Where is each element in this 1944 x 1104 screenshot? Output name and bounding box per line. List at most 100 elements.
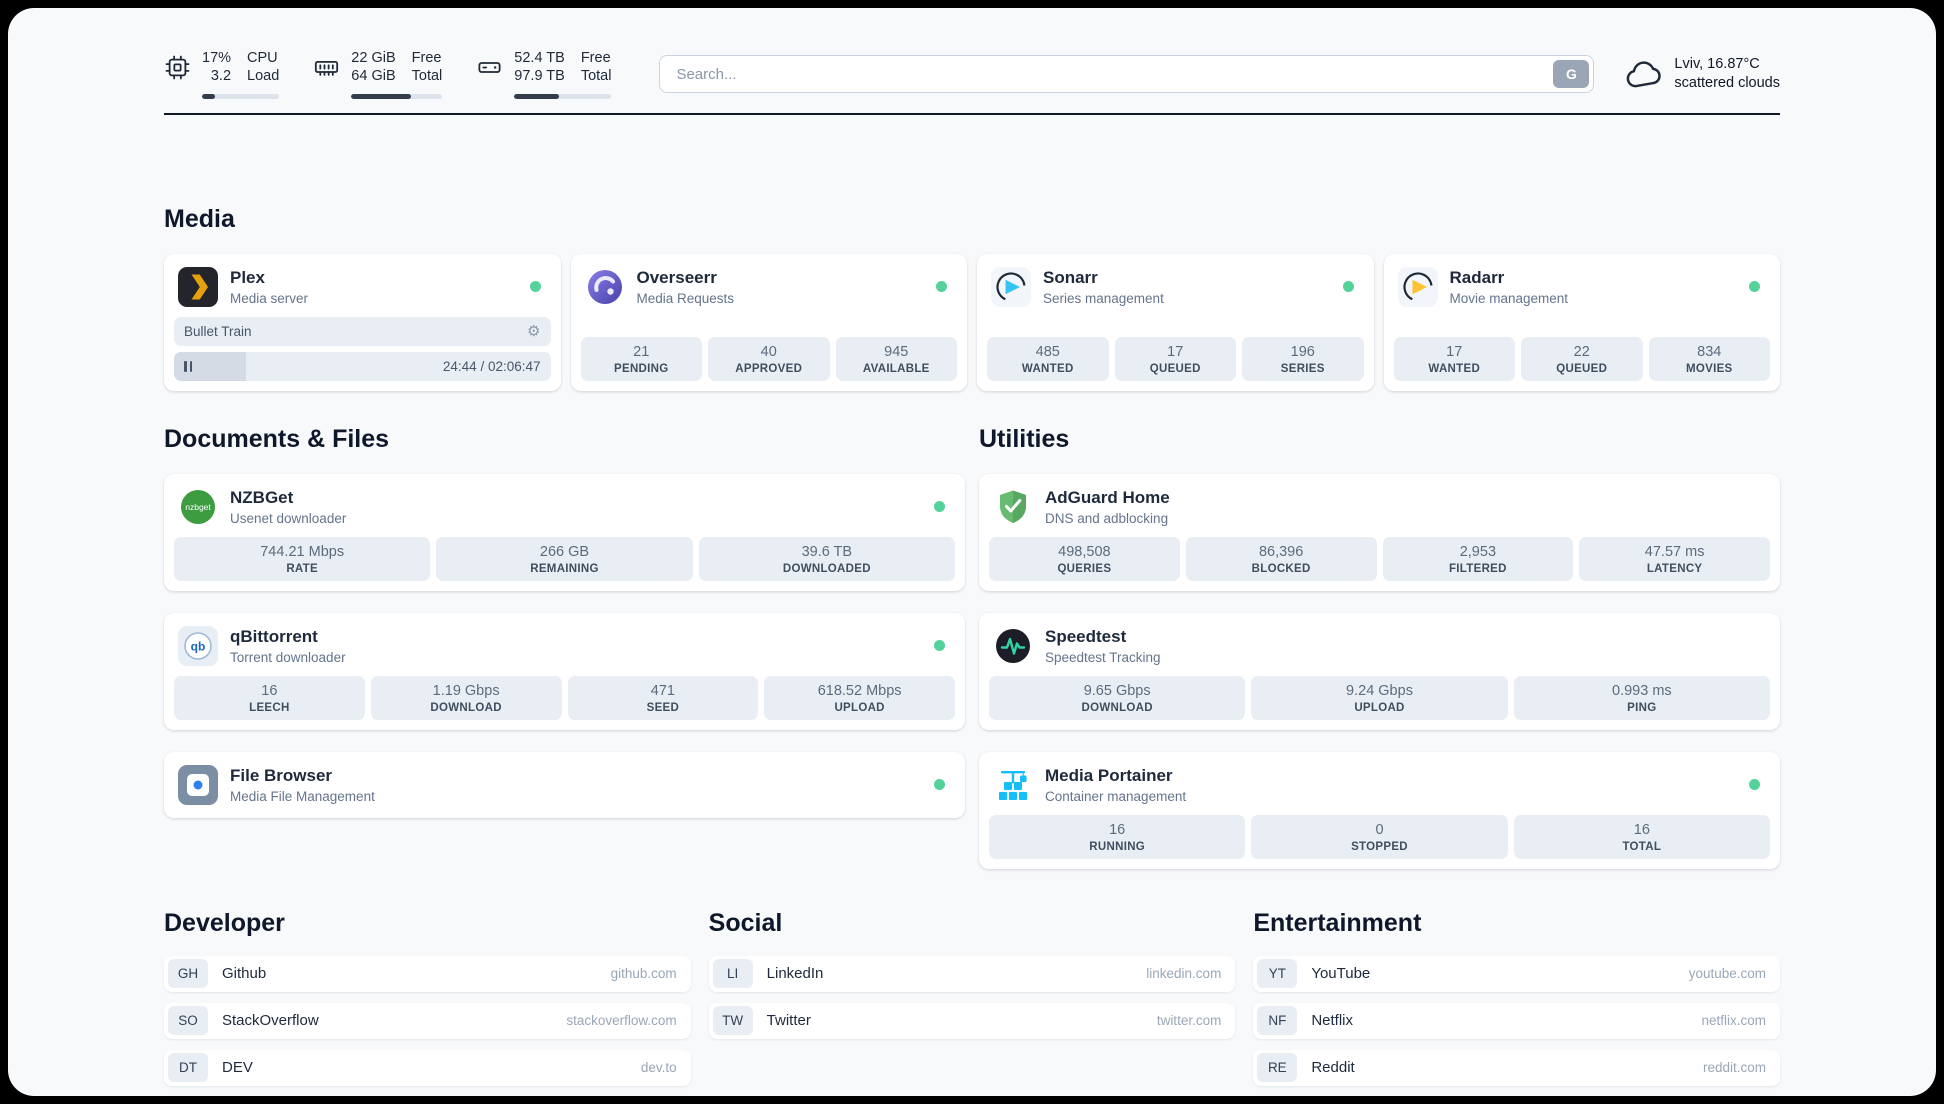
stat-value: 945 xyxy=(884,343,909,360)
service-stats: 16 RUNNING 0 STOPPED 16 TOTAL xyxy=(989,814,1770,859)
service-name: AdGuard Home xyxy=(1045,487,1170,507)
google-search-button[interactable]: G xyxy=(1553,60,1590,89)
bookmark-domain: linkedin.com xyxy=(1146,966,1222,982)
stat-running: 16 RUNNING xyxy=(989,814,1246,859)
service-link-speedtest[interactable]: Speedtest Speedtest Tracking xyxy=(989,623,1770,676)
overseerr-icon xyxy=(585,267,625,307)
bookmark-abbr: LI xyxy=(712,959,753,989)
status-dot-online xyxy=(934,640,945,652)
bookmark-dev[interactable]: DT DEV dev.to xyxy=(164,1049,691,1086)
status-dot-online xyxy=(1749,779,1760,791)
playback-progress-bar[interactable]: 24:44 / 02:06:47 xyxy=(174,351,551,381)
bookmark-stackoverflow[interactable]: SO StackOverflow stackoverflow.com xyxy=(164,1002,691,1039)
portainer-icon xyxy=(993,765,1033,805)
stat-value: 2,953 xyxy=(1459,543,1497,560)
service-link-adguard[interactable]: AdGuard Home DNS and adblocking xyxy=(989,484,1770,537)
service-description: Media server xyxy=(230,290,309,306)
svg-text:qb: qb xyxy=(191,639,206,653)
cpu-load-label: Load xyxy=(247,68,280,85)
svg-text:nzbget: nzbget xyxy=(185,502,211,512)
stat-label: WANTED xyxy=(1021,362,1074,375)
stat-label: QUERIES xyxy=(1057,562,1112,575)
bookmark-domain: twitter.com xyxy=(1156,1013,1222,1029)
now-playing-title: Bullet Train xyxy=(184,323,252,339)
header-divider xyxy=(164,112,1780,115)
stat-total: 16 TOTAL xyxy=(1513,814,1770,859)
service-description: Speedtest Tracking xyxy=(1045,649,1161,665)
stat-label: AVAILABLE xyxy=(862,362,930,375)
memory-total-label: Total xyxy=(411,68,443,85)
service-meta: Overseerr Media Requests xyxy=(637,268,925,306)
bookmark-reddit[interactable]: RE Reddit reddit.com xyxy=(1253,1049,1780,1086)
bookmark-netflix[interactable]: NF Netflix netflix.com xyxy=(1253,1002,1780,1039)
disk-icon xyxy=(476,54,503,81)
service-link-filebrowser[interactable]: File Browser Media File Management xyxy=(174,762,955,808)
memory-free-label: Free xyxy=(411,50,442,66)
service-link-portainer[interactable]: Media Portainer Container management xyxy=(989,762,1770,815)
memory-usage-bar-fill xyxy=(351,93,412,99)
sonarr-icon xyxy=(991,266,1031,307)
service-link-overseerr[interactable]: Overseerr Media Requests xyxy=(581,264,958,317)
stat-latency: 47.57 ms LATENCY xyxy=(1579,536,1770,581)
service-link-radarr[interactable]: Radarr Movie management xyxy=(1394,264,1771,317)
service-name: Plex xyxy=(230,267,265,287)
stat-label: STOPPED xyxy=(1351,840,1408,853)
service-stats: 21 PENDING 40 APPROVED 945 AVAILABLE xyxy=(580,336,957,381)
bookmark-twitter[interactable]: TW Twitter twitter.com xyxy=(708,1002,1236,1039)
stat-value: 16 xyxy=(1633,821,1650,838)
stat-stopped: 0 STOPPED xyxy=(1251,814,1508,859)
section-title-social: Social xyxy=(708,908,783,937)
service-meta: Sonarr Series management xyxy=(1043,268,1331,306)
bookmark-name: Netflix xyxy=(1311,1012,1354,1030)
service-description: Movie management xyxy=(1449,290,1569,306)
radarr-icon xyxy=(1397,266,1438,307)
section-title-utilities: Utilities xyxy=(979,424,1070,453)
bookmark-name: Reddit xyxy=(1311,1059,1355,1077)
status-dot-online xyxy=(529,281,541,293)
service-link-sonarr[interactable]: Sonarr Series management xyxy=(987,264,1364,317)
bookmark-linkedin[interactable]: LI LinkedIn linkedin.com xyxy=(708,955,1236,992)
bookmark-github[interactable]: GH Github github.com xyxy=(164,955,691,992)
stat-label: APPROVED xyxy=(735,362,803,375)
service-meta: NZBGet Usenet downloader xyxy=(230,488,922,526)
service-link-nzbget[interactable]: nzbget NZBGet Usenet downloader xyxy=(174,484,955,537)
bookmark-abbr: YT xyxy=(1257,959,1298,989)
service-name: Sonarr xyxy=(1043,267,1098,287)
service-meta: Speedtest Speedtest Tracking xyxy=(1045,627,1766,665)
service-meta: File Browser Media File Management xyxy=(230,766,922,804)
bookmark-abbr: RE xyxy=(1257,1053,1298,1083)
service-card-radarr: Radarr Movie management 17 WANTED 22 QUE… xyxy=(1383,253,1780,391)
stat-wanted: 17 WANTED xyxy=(1393,336,1515,381)
stat-label: MOVIES xyxy=(1685,362,1733,375)
adguard-icon xyxy=(993,487,1033,527)
service-link-qbittorrent[interactable]: qb qBittorrent Torrent downloader xyxy=(174,623,955,676)
bookmark-abbr: TW xyxy=(712,1006,753,1036)
stat-movies: 834 MOVIES xyxy=(1648,336,1770,381)
stat-value: 0.993 ms xyxy=(1612,682,1672,699)
stat-value: 744.21 Mbps xyxy=(260,543,345,560)
service-description: Container management xyxy=(1045,788,1187,804)
service-card-filebrowser: File Browser Media File Management xyxy=(164,751,965,818)
stat-rate: 744.21 Mbps RATE xyxy=(174,536,431,581)
now-playing-bar: Bullet Train ⚙ xyxy=(174,316,551,346)
service-link-plex[interactable]: Plex Media server xyxy=(174,264,551,317)
service-stats: 485 WANTED 17 QUEUED 196 SERIES xyxy=(987,336,1364,381)
status-dot-online xyxy=(934,501,945,513)
search-input[interactable] xyxy=(659,55,1595,94)
pause-button[interactable] xyxy=(174,360,192,372)
section-utilities: Utilities xyxy=(979,425,1780,869)
disk-free-value: 52.4 TB xyxy=(514,50,565,66)
service-name: Media Portainer xyxy=(1045,765,1173,785)
service-name: Speedtest xyxy=(1045,626,1127,646)
stat-value: 21 xyxy=(633,343,650,360)
settings-gear-icon[interactable]: ⚙ xyxy=(527,322,541,340)
bookmark-youtube[interactable]: YT YouTube youtube.com xyxy=(1253,955,1780,992)
search-bar: G xyxy=(659,55,1595,94)
service-card-portainer: Media Portainer Container management 16 … xyxy=(979,751,1780,869)
section-title-developer: Developer xyxy=(164,908,285,937)
disk-total-value: 97.9 TB xyxy=(514,68,565,85)
service-meta: Plex Media server xyxy=(230,268,518,306)
stat-value: 1.19 Gbps xyxy=(432,682,500,699)
stat-label: FILTERED xyxy=(1448,562,1507,575)
resource-widgets: 17% CPU 3.2 Load 22 Gi xyxy=(164,50,612,99)
